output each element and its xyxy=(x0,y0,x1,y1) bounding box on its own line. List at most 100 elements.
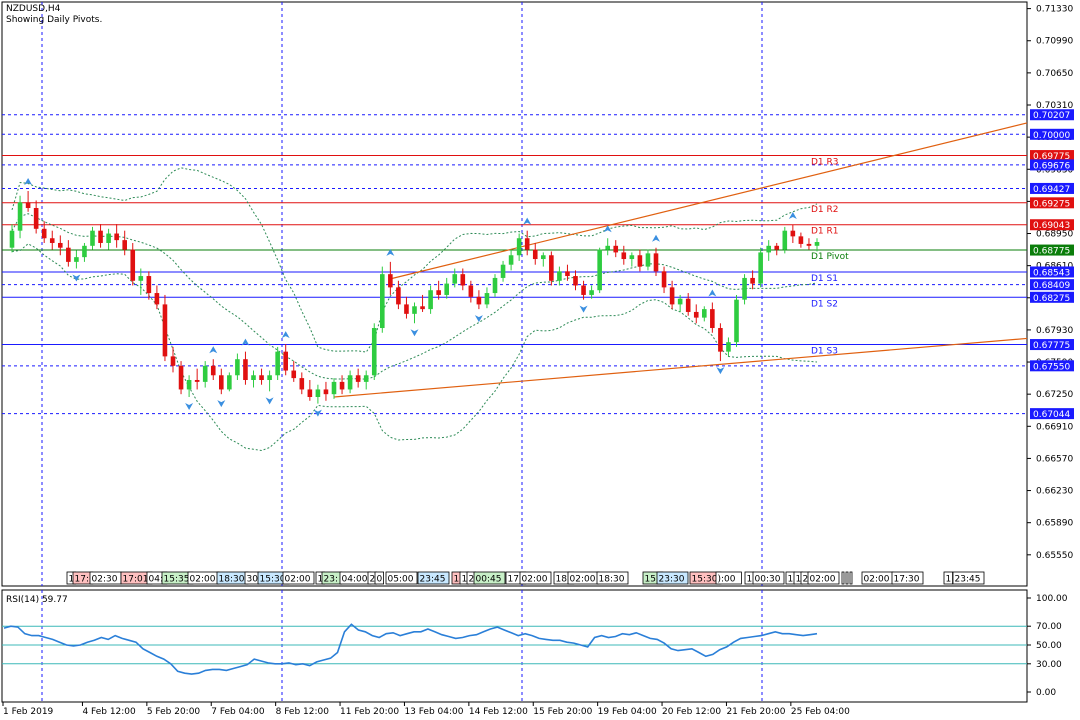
candle[interactable] xyxy=(702,306,707,322)
candle[interactable] xyxy=(718,323,723,362)
candle[interactable] xyxy=(605,238,610,256)
candle[interactable] xyxy=(742,274,747,305)
session-marker[interactable]: 0 xyxy=(374,571,385,585)
candle[interactable] xyxy=(750,270,755,290)
session-marker[interactable]: 1 xyxy=(943,571,954,585)
candle[interactable] xyxy=(219,368,224,395)
candle[interactable] xyxy=(323,381,329,401)
session-marker[interactable]: 02:00 xyxy=(187,571,220,585)
candle[interactable] xyxy=(645,249,651,271)
candle[interactable] xyxy=(597,247,602,294)
session-marker[interactable]: 23:45 xyxy=(417,571,450,585)
session-marker[interactable]: 17:30 xyxy=(891,571,924,585)
candle[interactable] xyxy=(557,266,562,286)
candle[interactable] xyxy=(186,375,192,398)
candle[interactable] xyxy=(243,351,248,385)
candle[interactable] xyxy=(106,228,111,250)
candle[interactable] xyxy=(677,294,683,312)
session-marker[interactable]: 00:30 xyxy=(752,571,785,585)
session-marker[interactable]: 1 xyxy=(451,571,462,585)
candle[interactable] xyxy=(452,268,458,288)
candle[interactable] xyxy=(380,266,385,333)
candle[interactable] xyxy=(573,270,578,291)
candle[interactable] xyxy=(210,359,216,380)
session-marker[interactable]: 23:45 xyxy=(952,571,985,585)
candle[interactable] xyxy=(355,368,361,388)
candle[interactable] xyxy=(774,242,780,256)
candle[interactable] xyxy=(194,368,200,390)
candle[interactable] xyxy=(581,280,586,300)
candle[interactable] xyxy=(524,230,530,256)
candle[interactable] xyxy=(299,372,305,395)
candle[interactable] xyxy=(685,293,691,316)
candle[interactable] xyxy=(766,240,771,261)
candle[interactable] xyxy=(17,195,23,239)
candle[interactable] xyxy=(283,344,288,376)
candle[interactable] xyxy=(267,370,272,392)
candle[interactable] xyxy=(492,274,498,297)
candle[interactable] xyxy=(468,280,474,303)
candle[interactable] xyxy=(613,240,619,258)
candle[interactable] xyxy=(541,252,546,267)
candle[interactable] xyxy=(484,287,490,309)
candle[interactable] xyxy=(798,232,804,248)
session-marker[interactable]: 02:00 xyxy=(519,571,552,585)
candle[interactable] xyxy=(653,247,659,277)
candle[interactable] xyxy=(629,252,635,267)
candle[interactable] xyxy=(146,271,152,300)
candle[interactable] xyxy=(500,260,506,282)
candle[interactable] xyxy=(227,372,232,392)
candle[interactable] xyxy=(508,249,514,271)
candle[interactable] xyxy=(90,226,95,250)
candle[interactable] xyxy=(532,242,538,265)
candle[interactable] xyxy=(41,221,47,243)
candle[interactable] xyxy=(669,280,675,310)
candle[interactable] xyxy=(396,280,401,310)
candle[interactable] xyxy=(814,238,820,252)
candle[interactable] xyxy=(637,249,643,272)
candle[interactable] xyxy=(202,361,208,388)
session-marker[interactable]: 04:00 xyxy=(339,571,372,585)
candle[interactable] xyxy=(758,247,763,288)
candle[interactable] xyxy=(66,240,71,267)
candle[interactable] xyxy=(412,302,417,324)
candle[interactable] xyxy=(589,285,594,299)
candle[interactable] xyxy=(347,370,353,394)
candle[interactable] xyxy=(291,361,297,382)
session-marker[interactable]: 18:30 xyxy=(596,571,629,585)
candle[interactable] xyxy=(661,266,667,294)
candle[interactable] xyxy=(782,226,788,254)
candle[interactable] xyxy=(710,302,715,333)
session-marker[interactable]: 02:00 xyxy=(807,571,840,585)
candle[interactable] xyxy=(371,323,377,380)
candle[interactable] xyxy=(178,361,184,395)
candle[interactable] xyxy=(693,304,699,324)
session-marker[interactable]: ):00 xyxy=(715,571,742,585)
candle[interactable] xyxy=(170,346,176,373)
candle[interactable] xyxy=(259,368,264,385)
candle[interactable] xyxy=(428,285,433,314)
candle[interactable] xyxy=(235,353,240,380)
session-marker[interactable]: 02:00 xyxy=(861,571,894,585)
candle[interactable] xyxy=(130,242,136,286)
candle[interactable] xyxy=(621,245,627,265)
candle[interactable] xyxy=(790,225,796,243)
session-marker[interactable]: 02:30 xyxy=(89,571,122,585)
candle[interactable] xyxy=(122,230,127,256)
candle[interactable] xyxy=(315,384,321,404)
candle[interactable] xyxy=(58,235,63,256)
session-marker[interactable]: 00:45 xyxy=(473,571,506,585)
candle[interactable] xyxy=(138,268,144,295)
candle[interactable] xyxy=(339,375,345,395)
candle[interactable] xyxy=(734,294,739,347)
candle[interactable] xyxy=(726,337,731,357)
session-marker[interactable]: 1 xyxy=(744,571,755,585)
candle[interactable] xyxy=(331,378,337,399)
candle[interactable] xyxy=(82,242,87,262)
session-marker[interactable]: 1 xyxy=(785,571,796,585)
candle[interactable] xyxy=(307,379,313,401)
session-marker[interactable]: 02:00 xyxy=(282,571,315,585)
upper-trendline[interactable] xyxy=(390,122,1028,280)
candle[interactable] xyxy=(444,277,449,299)
